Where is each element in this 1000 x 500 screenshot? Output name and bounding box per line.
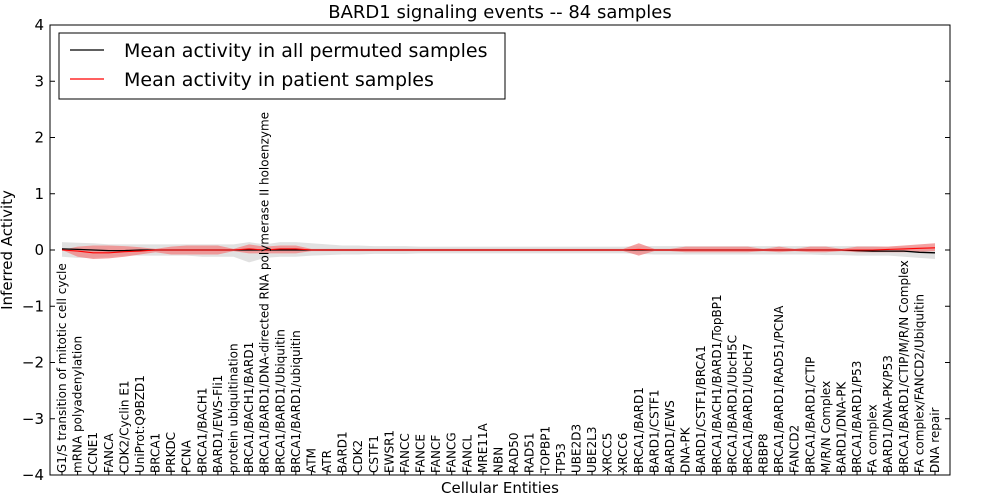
- x-category-label: BRCA1/BARD1/UbcH7: [741, 343, 755, 473]
- legend-label-patient: Mean activity in patient samples: [124, 69, 434, 91]
- x-category-label: BRCA1/BARD1/DNA-directed RNA polymerase …: [258, 112, 272, 473]
- x-category-label: BRCA1/BARD1/ubiquitin: [289, 330, 303, 473]
- x-category-label: BRCA1/BARD1/CTIP: [803, 357, 817, 473]
- x-category-label: protein ubiquitination: [227, 343, 241, 473]
- x-category-label: MRE11A: [476, 422, 490, 473]
- x-category-label: DNA repair: [928, 407, 942, 473]
- x-category-label: UBE2D3: [569, 424, 583, 473]
- y-tick-label: −3: [22, 410, 44, 428]
- y-tick-label: 3: [34, 72, 44, 90]
- x-category-label: PRKDC: [164, 432, 178, 473]
- x-category-label: NBN: [492, 447, 506, 473]
- x-category-labels: G1/S transition of mitotic cell cycle mRN…: [55, 112, 942, 475]
- y-tick-label: 1: [34, 185, 44, 203]
- y-tick-label: −1: [22, 297, 44, 315]
- x-category-label: BRCA1/BARD1/Ubiquitin: [273, 329, 287, 473]
- y-tick-label: −2: [22, 354, 44, 372]
- x-category-label: M/R/N Complex: [819, 381, 833, 473]
- x-category-label: BRCA1/BARD1/P53: [850, 361, 864, 473]
- series-lines: [61, 247, 936, 254]
- y-tick-label: 2: [34, 129, 44, 147]
- x-category-label: CDK2/Cyclin E1: [117, 380, 131, 473]
- x-category-label: FANCD2: [788, 425, 802, 473]
- x-category-label: TP53: [554, 443, 568, 474]
- x-category-label: RAD50: [507, 432, 521, 473]
- x-category-label: BRCA1/BACH1/BARD1/TopBP1: [710, 294, 724, 473]
- legend-label-permuted: Mean activity in all permuted samples: [124, 40, 487, 62]
- y-axis-label: Inferred Activity: [0, 190, 16, 310]
- x-category-label: FANCE: [414, 434, 428, 473]
- x-category-label: XRCC6: [616, 433, 630, 473]
- x-category-label: BARD1/EWS-Fli1: [211, 375, 225, 473]
- x-category-label: CCNE1: [86, 432, 100, 473]
- chart-title: BARD1 signaling events -- 84 samples: [328, 2, 672, 23]
- x-category-label: BARD1/EWS: [663, 400, 677, 473]
- x-category-label: FANCC: [398, 433, 412, 473]
- x-category-label: FANCF: [429, 435, 443, 473]
- x-category-label: mRNA polyadenylation: [71, 336, 85, 473]
- x-category-label: G1/S transition of mitotic cell cycle: [55, 263, 69, 473]
- x-category-label: FA complex: [866, 404, 880, 473]
- x-category-label: TOPBP1: [538, 426, 552, 474]
- y-tick-label: −4: [22, 466, 44, 484]
- x-category-label: BARD1/CSTF1/BRCA1: [694, 345, 708, 473]
- x-category-label: BRCA1/BARD1/UbcH5C: [725, 335, 739, 473]
- plot-area: 4 3 2 1 0 −1 −2 −3 −4 G1/S transition of mitotic…: [22, 16, 951, 484]
- y-axis-ticks: 4 3 2 1 0 −1 −2 −3 −4: [22, 16, 950, 484]
- legend-box: [58, 32, 506, 100]
- x-category-label: CSTF1: [367, 435, 381, 473]
- x-category-label: RAD51: [523, 432, 537, 473]
- x-category-label: ATR: [320, 450, 334, 473]
- x-category-label: FANCA: [102, 433, 116, 473]
- x-category-label: DNA-PK: [679, 426, 693, 473]
- x-category-label: BARD1/DNA-PK/P53: [881, 355, 895, 473]
- series-line-patient: [61, 247, 936, 254]
- x-category-label: BRCA1/BARD1: [632, 387, 646, 473]
- x-category-label: BARD1/CSTF1: [647, 389, 661, 473]
- x-category-label: UBE2L3: [585, 426, 599, 473]
- x-axis-label: Cellular Entities: [441, 479, 559, 497]
- x-category-label: BRCA1/BARD1/CTIP/M/R/N Complex: [897, 260, 911, 473]
- x-category-label: FANCG: [445, 432, 459, 473]
- legend: Mean activity in all permuted samples Me…: [58, 32, 506, 100]
- x-category-label: ATM: [304, 448, 318, 473]
- x-category-label: BARD1: [336, 431, 350, 473]
- x-category-label: FA complex/FANCD2/Ubiquitin: [912, 294, 926, 473]
- x-category-label: XRCC5: [601, 433, 615, 473]
- patient-band-group: [62, 243, 935, 259]
- x-category-label: UniProt:Q9BZD1: [133, 375, 147, 473]
- x-category-label: PCNA: [180, 439, 194, 473]
- x-category-label: FANCL: [460, 435, 474, 473]
- y-tick-label: 4: [34, 16, 44, 34]
- x-category-label: RBBP8: [757, 433, 771, 473]
- y-tick-label: 0: [34, 241, 44, 259]
- x-category-label: EWSR1: [382, 430, 396, 473]
- x-category-label: BRCA1: [149, 433, 163, 473]
- x-category-label: CDK2: [351, 440, 365, 473]
- x-category-label: BARD1/DNA-PK: [835, 381, 849, 473]
- x-category-label: BRCA1/BARD1/RAD51/PCNA: [772, 305, 786, 473]
- x-category-label: BRCA1/BACH1/BARD1: [242, 342, 256, 473]
- x-category-label: BRCA1/BACH1: [195, 387, 209, 473]
- patient-std-band: [62, 243, 935, 259]
